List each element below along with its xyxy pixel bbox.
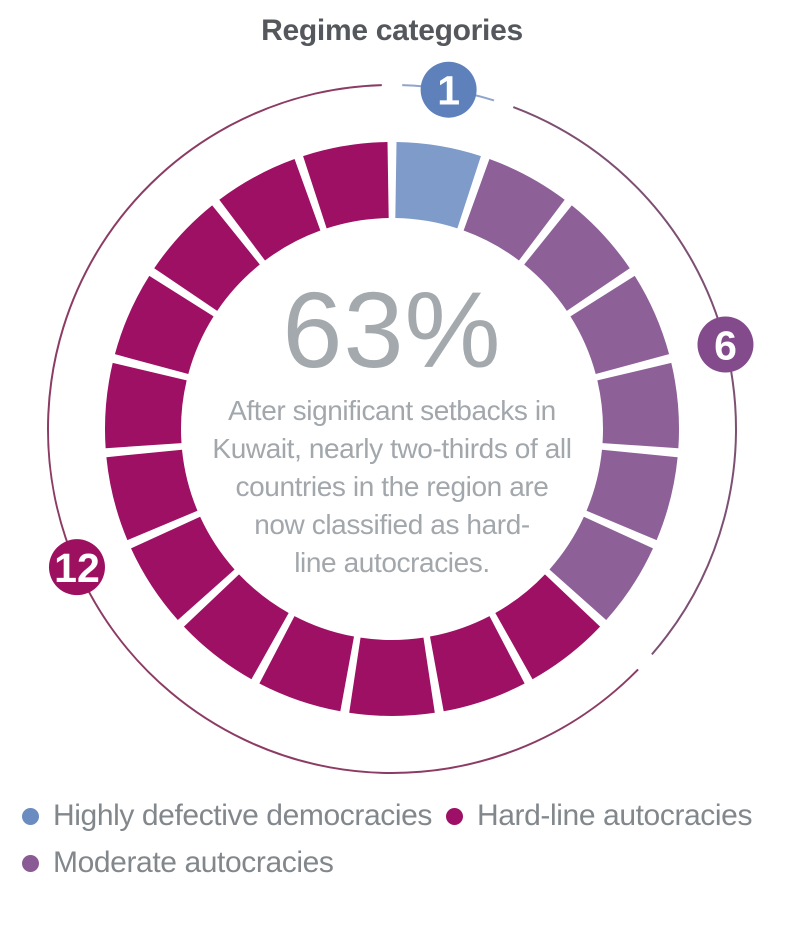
donut-segment [219,159,321,261]
legend-label: Highly defective democracies [53,799,432,832]
donut-segment [259,616,355,712]
donut-segment [524,205,630,311]
donut-segment [429,616,525,712]
donut-segment [586,449,678,541]
legend: Highly defective democracies Hard-line au… [22,799,784,880]
center-text: 63% After significant setbacks in Kuwait… [92,274,692,582]
legend-dot-icon [446,807,463,825]
count-badge [420,61,477,118]
donut-segment [114,275,214,374]
donut-segment [104,362,187,449]
donut-segment [495,574,601,680]
donut-segment [349,637,435,716]
count-badge [48,539,105,596]
legend-item: Highly defective democracies [22,799,446,833]
donut-segment [183,574,289,680]
count-badge [697,316,754,373]
chart-title: Regime categories [261,14,523,47]
count-badge-label: 12 [54,545,100,591]
legend-item: Hard-line autocracies [446,799,784,833]
legend-item: Moderate autocracies [22,846,334,880]
donut-segment [303,142,389,229]
donut-segment [549,516,653,621]
legend-label: Hard-line autocracies [477,799,753,832]
legend-dot-icon [22,854,39,872]
count-badge-label: 1 [437,67,460,113]
count-badge-label: 6 [714,322,737,368]
donut-segment [131,516,235,621]
center-caption: After significant setbacks in Kuwait, ne… [212,395,572,578]
donut-segment [154,205,260,311]
donut-segment [463,159,565,261]
donut-segment [597,362,679,449]
donut-segment [106,449,198,541]
donut-segment [570,275,670,374]
center-value: 63% [282,269,502,390]
legend-label: Moderate autocracies [53,846,334,879]
legend-dot-icon [22,807,39,825]
donut-segment [395,142,481,229]
